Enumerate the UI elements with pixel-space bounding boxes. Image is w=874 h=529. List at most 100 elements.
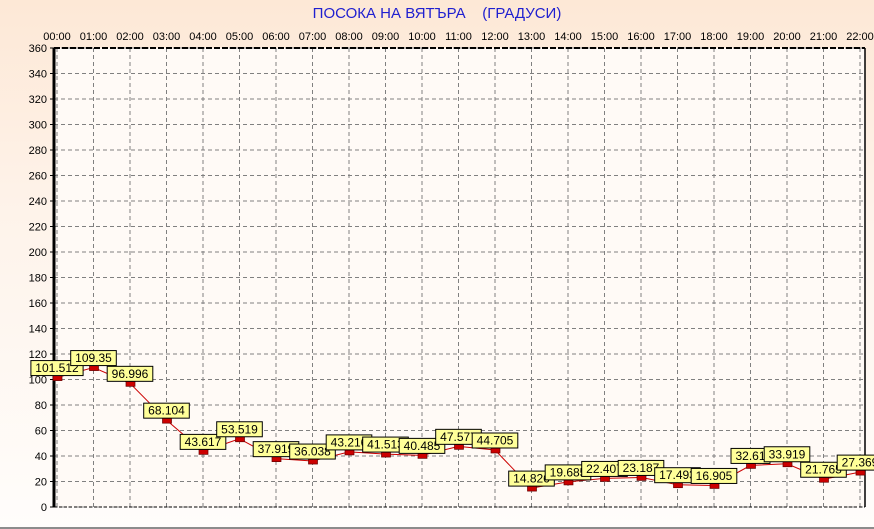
data-label-text: 43.617 xyxy=(185,435,222,449)
data-label-text: 96.996 xyxy=(112,367,149,381)
x-tick-label: 00:00 xyxy=(43,31,71,43)
y-tick-label: 260 xyxy=(29,171,47,183)
data-label-text: 19.685 xyxy=(550,465,587,479)
data-label-text: 27.369 xyxy=(842,456,874,470)
x-tick-label: 09:00 xyxy=(372,31,400,43)
data-label-text: 40.485 xyxy=(404,439,441,453)
data-label: 22.407 xyxy=(581,460,628,477)
data-label-text: 47.577 xyxy=(440,430,477,444)
x-tick-label: 03:00 xyxy=(153,31,181,43)
y-tick-label: 100 xyxy=(29,375,47,387)
data-label-box xyxy=(216,421,263,438)
y-tick-label: 40 xyxy=(35,451,47,463)
data-label-text: 53.519 xyxy=(221,422,258,436)
y-tick-label: 20 xyxy=(35,477,47,489)
data-label: 17.493 xyxy=(654,467,701,484)
data-label-box xyxy=(836,454,874,471)
x-tick-label: 12:00 xyxy=(481,31,509,43)
data-label: 47.577 xyxy=(435,428,482,445)
x-tick-label: 19:00 xyxy=(737,31,765,43)
y-tick-label: 180 xyxy=(29,273,47,285)
y-tick-label: 120 xyxy=(29,349,47,361)
data-label-text: 37.919 xyxy=(258,442,295,456)
data-label: 43.617 xyxy=(179,433,227,450)
data-label-text: 23.187 xyxy=(623,461,660,475)
data-label: 109.35 xyxy=(70,350,117,367)
data-label-text: 101.512 xyxy=(35,361,79,375)
data-label: 27.369 xyxy=(836,454,874,471)
data-label-box xyxy=(143,402,190,419)
data-label: 14.826 xyxy=(508,470,555,487)
data-label: 96.996 xyxy=(106,365,154,382)
x-tick-label: 02:00 xyxy=(116,31,144,43)
y-tick-label: 160 xyxy=(29,298,47,310)
data-label: 33.919 xyxy=(763,446,811,463)
data-label-text: 36.038 xyxy=(294,445,331,459)
x-tick-label: 16:00 xyxy=(627,31,655,43)
data-label-box xyxy=(763,446,811,463)
chart-title: ПОСОКА НА ВЯТЪРА (ГРАДУСИ) xyxy=(312,5,562,22)
y-tick-label: 340 xyxy=(29,69,47,81)
x-tick-label: 18:00 xyxy=(700,31,728,43)
bottom-divider xyxy=(0,527,874,529)
data-label-box xyxy=(471,432,519,449)
y-tick-label: 280 xyxy=(29,145,47,157)
data-label-text: 41.513 xyxy=(367,438,404,452)
x-tick-label: 15:00 xyxy=(591,31,619,43)
x-tick-label: 04:00 xyxy=(189,31,217,43)
data-label: 44.705 xyxy=(471,432,519,449)
y-tick-label: 200 xyxy=(29,247,47,259)
data-label: 41.513 xyxy=(362,436,409,453)
x-tick-label: 17:00 xyxy=(664,31,692,43)
data-label-box xyxy=(398,437,446,454)
x-tick-label: 08:00 xyxy=(335,31,363,43)
x-tick-label: 13:00 xyxy=(518,31,546,43)
data-label: 53.519 xyxy=(216,421,263,438)
data-label: 37.919 xyxy=(252,441,300,458)
x-tick-label: 05:00 xyxy=(226,31,254,43)
data-label-text: 17.493 xyxy=(659,468,696,482)
x-tick-label: 10:00 xyxy=(408,31,436,43)
x-tick-label: 20:00 xyxy=(773,31,801,43)
y-tick-label: 0 xyxy=(41,502,47,514)
data-label: 101.512 xyxy=(30,360,84,377)
y-tick-label: 360 xyxy=(29,43,47,55)
data-label: 16.905 xyxy=(690,467,738,484)
y-tick-label: 320 xyxy=(29,94,47,106)
data-label-text: 44.705 xyxy=(477,434,514,448)
data-label: 40.485 xyxy=(398,437,446,454)
data-label-box xyxy=(30,360,84,377)
data-label-box xyxy=(690,467,738,484)
data-label: 68.104 xyxy=(143,402,190,419)
y-tick-label: 60 xyxy=(35,426,47,438)
data-label: 43.216 xyxy=(325,434,373,451)
data-label-text: 43.216 xyxy=(331,435,368,449)
x-tick-label: 22:00 xyxy=(846,31,874,43)
data-label-text: 32.61 xyxy=(735,449,765,463)
data-label-text: 68.104 xyxy=(148,404,185,418)
data-label-text: 22.407 xyxy=(586,462,623,476)
y-tick-label: 240 xyxy=(29,196,47,208)
data-label-text: 14.826 xyxy=(513,472,550,486)
x-tick-label: 01:00 xyxy=(80,31,108,43)
y-tick-label: 140 xyxy=(29,324,47,336)
x-tick-label: 21:00 xyxy=(810,31,838,43)
data-label-box xyxy=(179,433,227,450)
x-tick-label: 06:00 xyxy=(262,31,290,43)
data-label-box xyxy=(70,350,117,367)
y-tick-label: 300 xyxy=(29,120,47,132)
data-label-text: 109.35 xyxy=(75,351,112,365)
x-tick-label: 07:00 xyxy=(299,31,327,43)
x-tick-label: 14:00 xyxy=(554,31,582,43)
data-label-box xyxy=(106,365,154,382)
data-label: 36.038 xyxy=(289,443,336,460)
y-tick-label: 220 xyxy=(29,222,47,234)
x-tick-label: 11:00 xyxy=(445,31,472,43)
y-tick-label: 80 xyxy=(35,400,47,412)
data-label-text: 33.919 xyxy=(769,447,806,461)
data-label: 23.187 xyxy=(617,459,665,476)
data-label-text: 16.905 xyxy=(696,469,733,483)
data-label-text: 21.765 xyxy=(805,463,842,477)
data-label-box xyxy=(289,443,336,460)
